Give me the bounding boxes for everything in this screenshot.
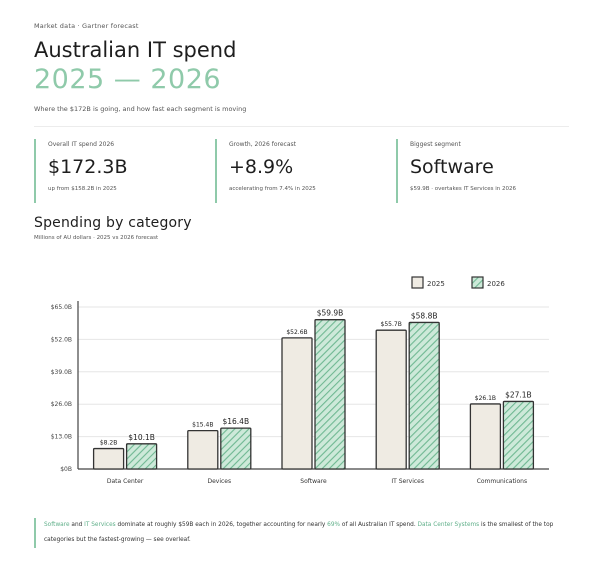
kpi-card-biggest: Biggest segment Software $59.9B · overta… <box>396 139 551 203</box>
bar-2025-0 <box>92 447 125 470</box>
x-tick-label: Software <box>300 478 327 485</box>
data-label: $58.8B <box>411 311 438 320</box>
x-tick-label: Communications <box>477 478 527 485</box>
kpi-note: up from $158.2B in 2025 <box>48 186 117 192</box>
data-label: $26.1B <box>475 395 496 402</box>
y-tick-label: $26.0B <box>51 401 72 408</box>
data-label: $59.9B <box>317 309 344 318</box>
callout-dcs: Data Center Systems <box>417 522 480 528</box>
bar-chart: $0B $13.0B $26.0B $39.0B $52.0B $65.0B $8.2B $1… <box>51 276 549 496</box>
x-tick-label: Data Center <box>107 478 144 485</box>
kpi-note: accelerating from 7.4% in 2025 <box>229 186 316 192</box>
callout-pct: 69% <box>327 522 341 528</box>
x-tick-label: IT Services <box>391 478 424 485</box>
bar-2026-2 <box>314 319 346 470</box>
kpi-value: +8.9% <box>229 156 294 178</box>
legend-label: 2025 <box>427 280 445 288</box>
kpi-label: Growth, 2026 forecast <box>229 141 296 148</box>
kpi-value: Software <box>410 156 494 178</box>
callout-text: of all Australian IT spend. <box>340 522 418 528</box>
chart-container: $0B $13.0B $26.0B $39.0B $52.0B $65.0B $8.2B $1… <box>34 247 569 496</box>
y-tick-label: $39.0B <box>51 369 72 376</box>
data-label: $8.2B <box>100 440 117 447</box>
legend-swatch-2025 <box>411 276 424 289</box>
section-subtitle: Millions of AU dollars · 2025 vs 2026 fo… <box>34 235 159 241</box>
bar-2025-2 <box>281 337 313 470</box>
kpi-row: Overall IT spend 2026 $172.3B up from $1… <box>34 139 569 203</box>
callout-software: Software <box>44 522 70 528</box>
page-subtitle: Where the $172B is going, and how fast e… <box>34 105 247 113</box>
kpi-label: Overall IT spend 2026 <box>48 141 115 148</box>
page-title: Australian IT spend <box>34 38 237 62</box>
callout-it-services: IT Services <box>84 522 116 528</box>
bar-2025-1 <box>187 429 219 470</box>
callout-text: is the smallest of the top categories bu… <box>44 522 554 543</box>
divider <box>34 126 569 127</box>
bar-2026-4 <box>502 400 535 470</box>
y-tick-label: $65.0B <box>51 304 72 311</box>
data-label: $52.6B <box>286 329 307 336</box>
data-label: $16.4B <box>222 417 249 426</box>
legend-label: 2026 <box>487 280 505 288</box>
x-tick-label: Devices <box>207 478 231 485</box>
y-tick-label: $52.0B <box>51 336 72 343</box>
bar-2026-0 <box>125 443 158 470</box>
y-tick-label: $0B <box>60 466 72 473</box>
bar-2025-4 <box>469 403 502 470</box>
y-tick-label: $13.0B <box>51 434 72 441</box>
bar-2025-3 <box>375 329 407 470</box>
section-title: Spending by category <box>34 215 192 231</box>
kpi-value: $172.3B <box>48 156 128 178</box>
bar-2026-1 <box>220 427 252 470</box>
callout-text: and <box>69 522 85 528</box>
kpi-card-total: Overall IT spend 2026 $172.3B up from $1… <box>34 139 189 203</box>
callout-text: dominate at roughly $59B each in 2026, t… <box>115 522 328 528</box>
eyebrow: Market data · Gartner forecast <box>34 22 139 30</box>
data-label: $55.7B <box>381 321 402 328</box>
data-label: $10.1B <box>128 433 155 442</box>
insight-callout: Software and IT Services dominate at rou… <box>34 518 564 548</box>
kpi-label: Biggest segment <box>410 141 461 148</box>
legend-swatch-2026 <box>471 276 484 289</box>
year-range: 2025 — 2026 <box>34 64 222 95</box>
kpi-note: $59.9B · overtakes IT Services in 2026 <box>410 186 516 192</box>
kpi-card-growth: Growth, 2026 forecast +8.9% accelerating… <box>215 139 370 203</box>
data-label: $15.4B <box>192 422 213 429</box>
bar-2026-3 <box>408 321 440 470</box>
data-label: $27.1B <box>505 390 532 399</box>
